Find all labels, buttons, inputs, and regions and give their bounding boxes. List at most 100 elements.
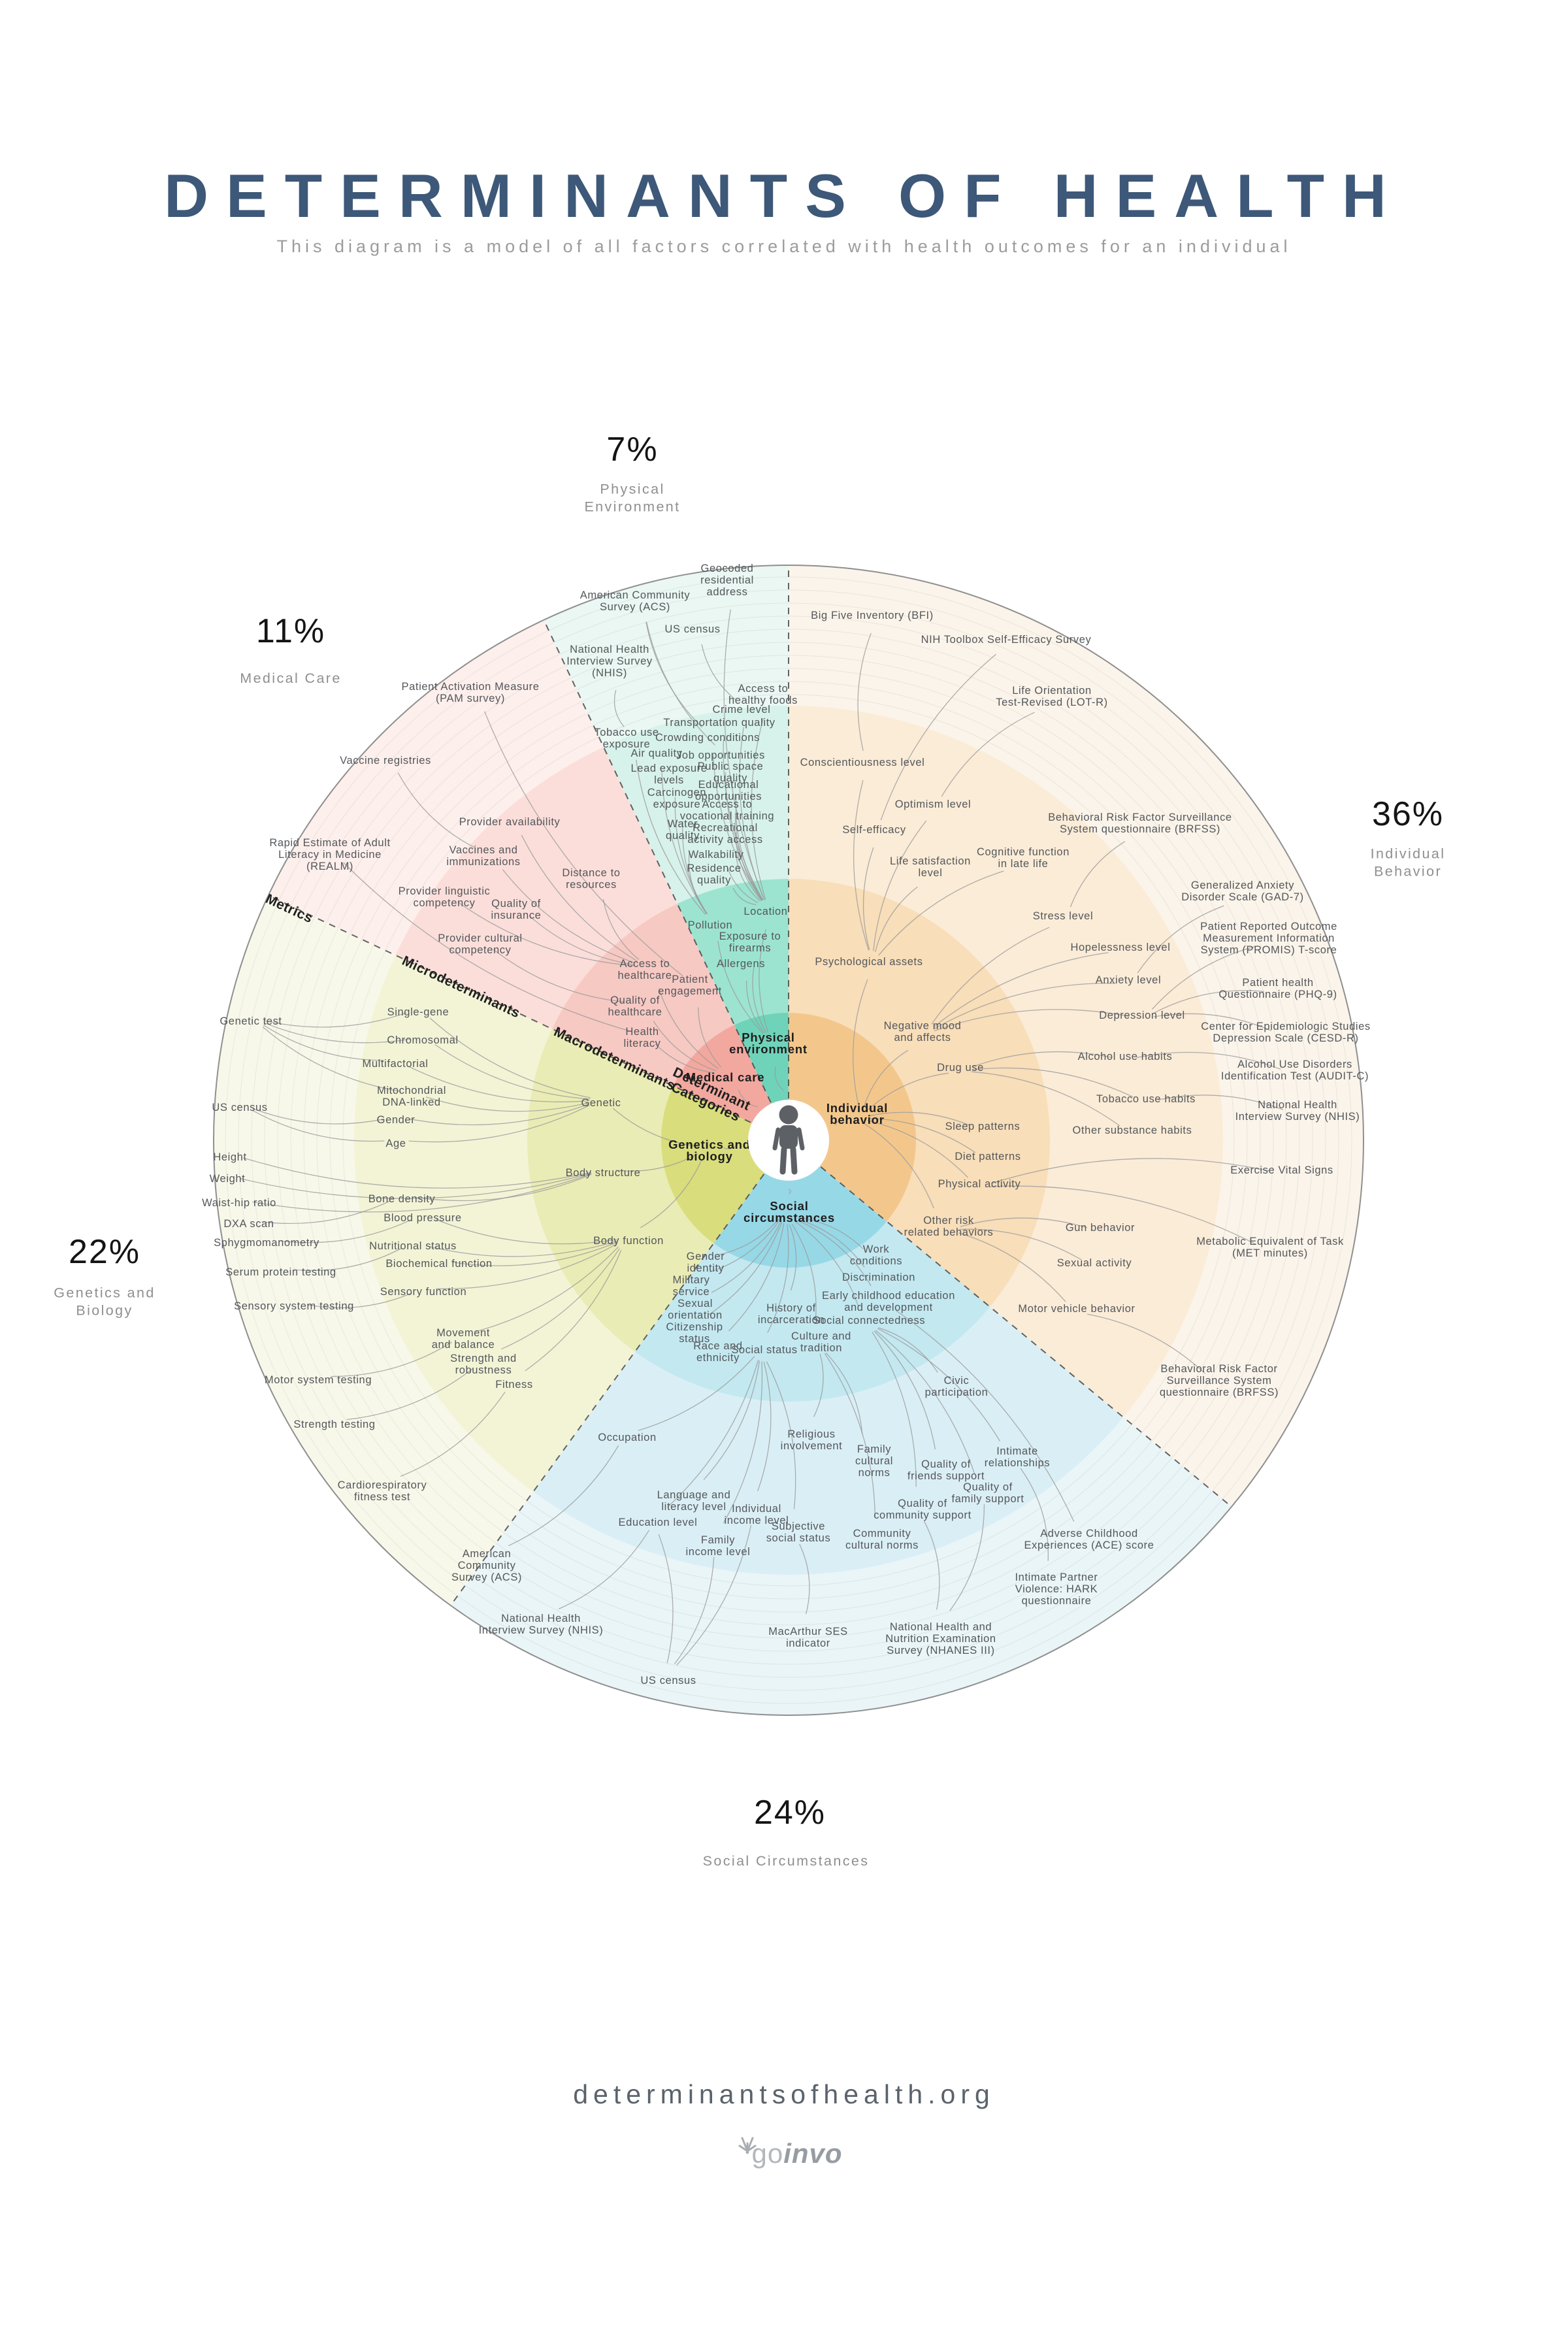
node-label: Subjective social status bbox=[766, 1521, 831, 1544]
leader-line bbox=[734, 813, 763, 901]
leader-line bbox=[252, 1173, 592, 1213]
node-label: Blood pressure bbox=[384, 1212, 461, 1224]
node-label: Vaccine registries bbox=[340, 755, 431, 766]
leader-line bbox=[864, 1049, 909, 1106]
node-label: Occupation bbox=[598, 1432, 656, 1443]
leader-line bbox=[873, 820, 927, 951]
node-label: Sexual activity bbox=[1057, 1257, 1132, 1269]
leader-line bbox=[698, 1007, 722, 1068]
node-label: Biochemical function bbox=[385, 1258, 492, 1270]
node-label: Generalized Anxiety Disorder Scale (GAD-7… bbox=[1181, 880, 1303, 903]
node-label: Life satisfaction level bbox=[890, 855, 971, 879]
node-label: Tobacco use exposure bbox=[594, 727, 659, 750]
leader-line bbox=[751, 717, 766, 900]
node-label: Quality of friends support bbox=[907, 1458, 985, 1482]
leader-line bbox=[408, 1066, 590, 1102]
node-label: Alcohol Use Disorders Identification Test… bbox=[1221, 1059, 1369, 1082]
logo-go: go bbox=[751, 2138, 784, 2169]
node-label: Body structure bbox=[566, 1167, 641, 1179]
leader-line bbox=[636, 759, 706, 915]
leader-line bbox=[862, 847, 874, 951]
leader-line bbox=[1153, 990, 1264, 1014]
leader-line bbox=[874, 1330, 936, 1450]
node-label: Air quality bbox=[630, 748, 682, 759]
node-label: Sensory function bbox=[380, 1286, 467, 1298]
sector-name-genetics-biology: Genetics and Biology bbox=[54, 1285, 155, 1319]
leader-line bbox=[738, 1089, 758, 1108]
leader-line bbox=[457, 901, 634, 966]
leader-line bbox=[640, 1160, 702, 1228]
node-label: Height bbox=[213, 1151, 246, 1163]
leader-line bbox=[435, 1219, 617, 1245]
leader-line bbox=[658, 988, 719, 1070]
leader-line bbox=[400, 1391, 506, 1477]
node-label: Allergens bbox=[717, 958, 765, 970]
leader-line bbox=[408, 1103, 590, 1126]
node-label: MacArthur SES indicator bbox=[768, 1626, 848, 1649]
leader-line bbox=[799, 1543, 810, 1615]
leader-line bbox=[425, 1240, 617, 1257]
sector-medical-care-cat-band bbox=[673, 1025, 789, 1140]
leader-line bbox=[934, 983, 1116, 1030]
leader-line bbox=[878, 1327, 938, 1373]
node-label: Mitochondrial DNA-linked bbox=[377, 1085, 446, 1108]
node-label: Intimate Partner Violence: HARK questionna… bbox=[1015, 1571, 1098, 1607]
node-label: Water quality bbox=[666, 818, 700, 842]
leader-line bbox=[990, 1158, 1269, 1184]
metrics-ring-groove bbox=[238, 589, 1339, 1691]
node-label: Depression level bbox=[1099, 1010, 1185, 1021]
leader-line bbox=[658, 1534, 674, 1664]
node-label: Genetic test bbox=[220, 1015, 282, 1027]
node-label: Sexual orientation bbox=[668, 1298, 723, 1321]
leader-line bbox=[1153, 1013, 1272, 1032]
leader-line bbox=[655, 1044, 715, 1074]
sector-social-circumstances-cat-band bbox=[713, 1140, 887, 1268]
leader-line bbox=[735, 854, 761, 902]
leader-line bbox=[723, 1361, 763, 1524]
metrics-ring-groove bbox=[277, 629, 1300, 1652]
leader-line bbox=[263, 1025, 384, 1061]
node-label: Culture and tradition bbox=[791, 1330, 851, 1354]
node-label: Pollution bbox=[688, 919, 733, 931]
node-label: Conscientiousness level bbox=[800, 757, 925, 768]
leader-line bbox=[941, 712, 1035, 797]
node-label: Distance to resources bbox=[562, 867, 620, 891]
node-label: DXA scan bbox=[223, 1218, 274, 1230]
metrics-ring-groove bbox=[316, 668, 1261, 1613]
leader-line bbox=[653, 1021, 717, 1072]
node-label: Behavioral Risk Factor Surveillance Syste… bbox=[1160, 1363, 1279, 1398]
leader-line bbox=[723, 1143, 738, 1149]
node-label: Community cultural norms bbox=[845, 1528, 919, 1551]
node-label: Access to healthcare bbox=[617, 958, 672, 981]
node-label: Behavioral Risk Factor Surveillance Syste… bbox=[1048, 812, 1232, 835]
node-label: Quality of family support bbox=[951, 1481, 1024, 1505]
node-label: Negative mood and affects bbox=[884, 1020, 962, 1044]
node-label: Patient Reported Outcome Measurement Info… bbox=[1200, 921, 1337, 956]
node-label: Vaccines and immunizations bbox=[446, 844, 520, 868]
node-label: National Health Interview Survey (NHIS) bbox=[1235, 1099, 1360, 1123]
node-label: Serum protein testing bbox=[225, 1266, 336, 1278]
leader-line bbox=[798, 1220, 872, 1287]
leader-line bbox=[666, 1360, 759, 1508]
leader-line bbox=[735, 832, 762, 901]
node-label: Quality of community support bbox=[874, 1498, 972, 1521]
leader-line bbox=[853, 780, 870, 951]
leader-line bbox=[240, 1172, 592, 1199]
leader-line bbox=[529, 915, 634, 966]
node-label: Job opportunities bbox=[676, 749, 765, 761]
leader-line bbox=[960, 1228, 1082, 1260]
leader-line bbox=[712, 754, 762, 901]
node-label: Chromosomal bbox=[387, 1034, 458, 1046]
node-label: Social connectedness bbox=[813, 1315, 926, 1326]
leader-line bbox=[864, 1123, 934, 1209]
leader-line bbox=[960, 1217, 1088, 1228]
node-label: Walkability bbox=[689, 849, 744, 861]
node-label: Individual income level bbox=[725, 1503, 789, 1526]
leader-line bbox=[767, 1224, 789, 1333]
node-label: Health literacy bbox=[623, 1026, 661, 1049]
leader-line bbox=[475, 1246, 619, 1332]
node-label: Other substance habits bbox=[1073, 1125, 1192, 1136]
leader-line bbox=[857, 633, 872, 751]
node-label: Family cultural norms bbox=[855, 1443, 893, 1479]
